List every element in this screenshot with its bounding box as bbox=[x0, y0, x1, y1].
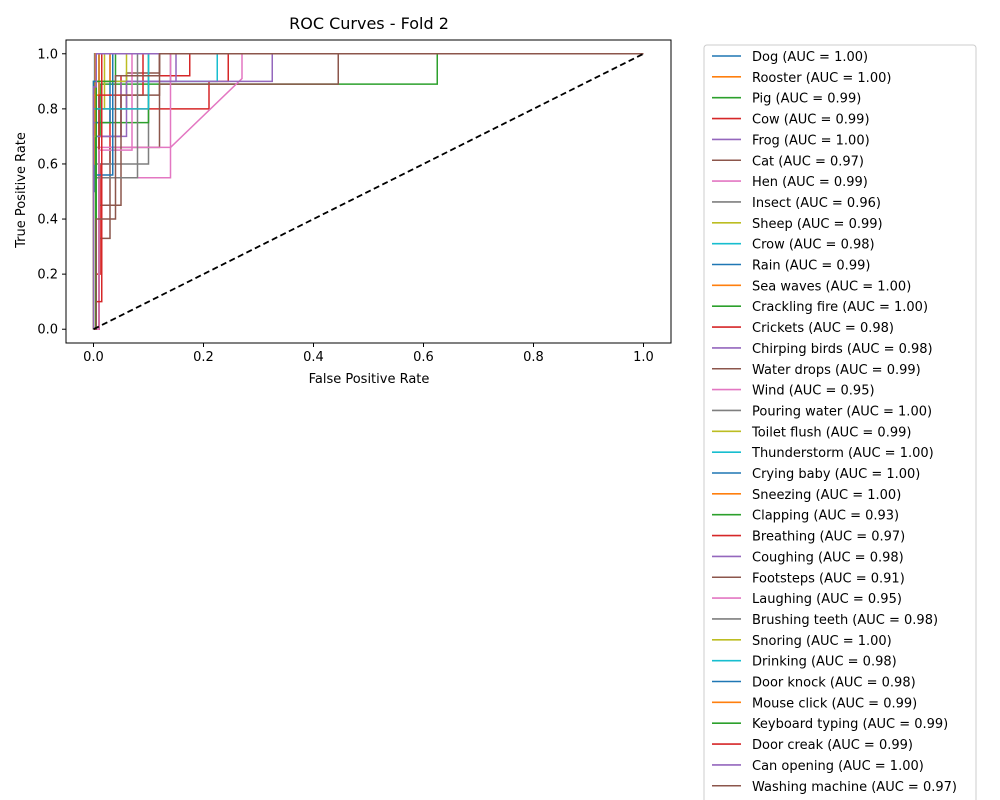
series-line bbox=[93, 53, 644, 330]
legend-entry: Crackling fire (AUC = 1.00) bbox=[752, 300, 928, 315]
legend-entry: Door knock (AUC = 0.98) bbox=[752, 676, 916, 691]
x-tick-label: 0.4 bbox=[303, 350, 324, 365]
legend-entry: Keyboard typing (AUC = 0.99) bbox=[752, 717, 948, 732]
legend-entry: Sneezing (AUC = 1.00) bbox=[752, 488, 901, 503]
legend-entry: Dog (AUC = 1.00) bbox=[752, 50, 868, 65]
legend-entry: Crickets (AUC = 0.98) bbox=[752, 321, 894, 336]
legend-entry: Chirping birds (AUC = 0.98) bbox=[752, 342, 933, 357]
y-tick-label: 1.0 bbox=[37, 47, 58, 62]
x-axis-label: False Positive Rate bbox=[309, 372, 430, 387]
legend-entry: Washing machine (AUC = 0.97) bbox=[752, 780, 957, 795]
plot-area: 0.0 0.2 0.4 0.6 0.8 1.0 0.0 0.2 0.4 0.6 0.8 1.0 bbox=[37, 39, 672, 365]
legend-entry: Clapping (AUC = 0.93) bbox=[752, 509, 899, 524]
legend-frame bbox=[703, 44, 977, 800]
legend-entry: Frog (AUC = 1.00) bbox=[752, 133, 870, 148]
legend-entry: Sheep (AUC = 0.99) bbox=[752, 217, 883, 232]
y-tick-label: 0.0 bbox=[37, 323, 58, 338]
plot-frame bbox=[65, 39, 672, 344]
legend-entry: Pouring water (AUC = 1.00) bbox=[752, 404, 932, 419]
x-tick-label: 0.6 bbox=[413, 350, 434, 365]
legend-entry: Breathing (AUC = 0.97) bbox=[752, 530, 905, 545]
x-tick-label: 0.0 bbox=[83, 350, 104, 365]
legend-entry: Pig (AUC = 0.99) bbox=[752, 92, 861, 107]
legend-entry: Brushing teeth (AUC = 0.98) bbox=[752, 613, 938, 628]
x-tick-label: 0.8 bbox=[523, 350, 544, 365]
y-axis-label: True Positive Rate bbox=[14, 132, 29, 249]
legend-entry: Laughing (AUC = 0.95) bbox=[752, 592, 902, 607]
legend-entry: Toilet flush (AUC = 0.99) bbox=[751, 425, 911, 440]
legend-entry: Rooster (AUC = 1.00) bbox=[752, 71, 891, 86]
legend: Dog (AUC = 1.00) Rooster (AUC = 1.00) Pig … bbox=[703, 44, 977, 800]
legend-entry: Rain (AUC = 0.99) bbox=[752, 259, 870, 274]
legend-entry: Can opening (AUC = 1.00) bbox=[752, 759, 924, 774]
legend-entry: Wind (AUC = 0.95) bbox=[752, 384, 875, 399]
legend-entry: Crying baby (AUC = 1.00) bbox=[752, 467, 920, 482]
x-tick-label: 0.2 bbox=[193, 350, 214, 365]
y-tick-label: 0.4 bbox=[37, 213, 58, 228]
legend-entry: Crow (AUC = 0.98) bbox=[752, 238, 875, 253]
legend-entry: Footsteps (AUC = 0.91) bbox=[752, 571, 905, 586]
legend-entry: Hen (AUC = 0.99) bbox=[752, 175, 868, 190]
legend-entry: Cow (AUC = 0.99) bbox=[752, 113, 870, 128]
legend-entry: Insect (AUC = 0.96) bbox=[752, 196, 881, 211]
legend-entry: Snoring (AUC = 1.00) bbox=[752, 634, 892, 649]
y-tick-label: 0.6 bbox=[37, 157, 58, 172]
legend-entry: Sea waves (AUC = 1.00) bbox=[752, 279, 911, 294]
legend-entry: Drinking (AUC = 0.98) bbox=[752, 655, 897, 670]
legend-entry: Door creak (AUC = 0.99) bbox=[752, 738, 913, 753]
legend-entry: Thunderstorm (AUC = 1.00) bbox=[751, 446, 934, 461]
legend-entry: Cat (AUC = 0.97) bbox=[752, 154, 864, 169]
legend-entry: Mouse click (AUC = 0.99) bbox=[752, 696, 917, 711]
y-tick-label: 0.2 bbox=[37, 268, 58, 283]
diagonal-reference-line bbox=[93, 52, 644, 331]
legend-entry: Water drops (AUC = 0.99) bbox=[752, 363, 921, 378]
y-tick-label: 0.8 bbox=[37, 102, 58, 117]
chart-title: ROC Curves - Fold 2 bbox=[289, 14, 449, 33]
legend-entry: Coughing (AUC = 0.98) bbox=[752, 550, 904, 565]
x-tick-label: 1.0 bbox=[633, 350, 654, 365]
